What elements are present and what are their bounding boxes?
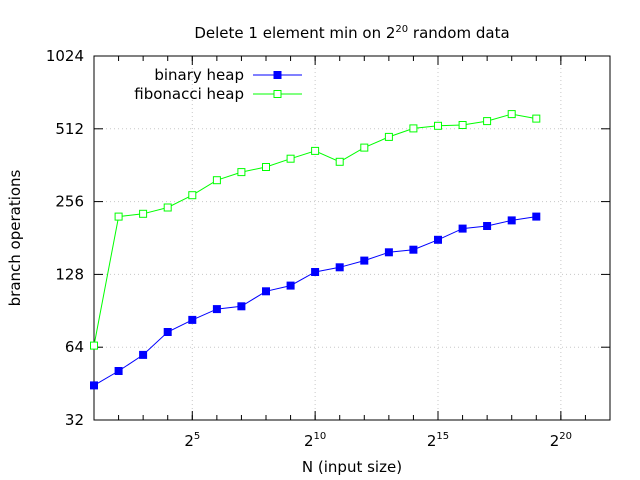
data-point: [483, 117, 492, 126]
data-point: [409, 124, 418, 133]
x-tick-label: 215: [427, 431, 449, 450]
data-point: [90, 341, 98, 350]
data-point: [458, 224, 467, 233]
data-point: [458, 121, 467, 129]
y-tick-label: 64: [65, 338, 84, 356]
y-tick-label: 128: [55, 265, 84, 283]
data-point: [262, 287, 270, 296]
grid-lines: [94, 56, 610, 420]
series-layer: [90, 110, 541, 390]
data-point: [163, 328, 172, 336]
plot-frame: [93, 55, 611, 421]
y-tick-label: 256: [55, 193, 84, 211]
data-point: [335, 263, 344, 272]
data-point: [114, 212, 123, 221]
x-tick-label: 25: [184, 431, 200, 450]
data-point: [286, 281, 295, 290]
axis-ticks: 32 64 128 256 512 1024 25 210 215 220: [46, 47, 611, 450]
y-tick-label: 512: [55, 120, 84, 138]
data-point: [409, 245, 418, 254]
data-point: [507, 216, 516, 225]
data-point: [483, 222, 492, 230]
data-point: [139, 350, 148, 359]
data-point: [139, 209, 148, 218]
data-point: [212, 305, 221, 314]
data-point: [384, 132, 393, 141]
legend-label: fibonacci heap: [134, 85, 244, 103]
data-point: [311, 268, 320, 276]
chart-title: Delete 1 element min on 220 random data: [194, 24, 509, 42]
data-point: [335, 157, 344, 166]
data-point: [163, 203, 172, 212]
legend-label: binary heap: [154, 66, 244, 84]
data-point: [188, 191, 197, 200]
data-point: [114, 367, 123, 375]
x-axis-label: N (input size): [302, 458, 402, 476]
data-point: [384, 248, 393, 257]
data-point: [360, 143, 369, 152]
data-point: [360, 256, 369, 265]
data-point: [212, 176, 221, 185]
data-point: [434, 235, 442, 244]
legend-marker: [273, 90, 282, 98]
data-point: [237, 168, 246, 177]
data-point: [237, 302, 246, 311]
data-point: [532, 212, 541, 221]
data-point: [188, 315, 197, 324]
y-tick-label: 32: [65, 411, 84, 429]
y-axis-label: branch operations: [6, 169, 24, 306]
data-point: [286, 154, 295, 163]
data-point: [311, 146, 320, 155]
x-tick-label: 210: [304, 431, 326, 450]
data-point: [507, 110, 516, 119]
data-point: [90, 381, 98, 390]
legend-marker: [273, 71, 282, 79]
data-point: [434, 121, 442, 130]
data-point: [262, 163, 270, 171]
x-tick-label: 220: [550, 431, 572, 450]
y-tick-label: 1024: [46, 47, 84, 65]
data-point: [532, 114, 541, 123]
